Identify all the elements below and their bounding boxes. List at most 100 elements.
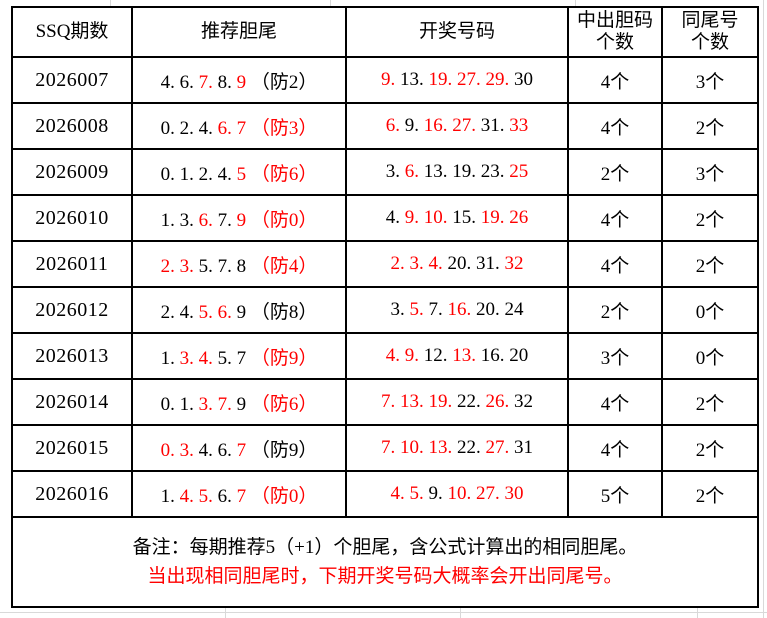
- tail-cell[interactable]: 0. 2. 4. 6. 7 （防3）: [131, 102, 347, 150]
- tail-cell[interactable]: 0. 1. 2. 4. 5 （防6）: [131, 148, 347, 196]
- numbers-cell[interactable]: 2. 3. 4. 20. 31. 32: [345, 240, 569, 288]
- tail-cell[interactable]: 0. 3. 4. 6. 7 （防9）: [131, 424, 347, 472]
- column-header-line: 开奖号码: [418, 21, 495, 42]
- number-segment: 5. 7: [217, 347, 251, 369]
- number-segment: 5. 7. 8: [198, 255, 251, 277]
- column-header-line: 同尾号: [681, 10, 739, 31]
- numbers-cell[interactable]: 7. 10. 13. 22. 27. 31: [345, 424, 569, 472]
- same-tail-count-cell[interactable]: 2个: [661, 240, 759, 288]
- prediction-table: SSQ期数 推荐胆尾 开奖号码 中出胆码 个数 同尾号 个数 2026007 4. 6. 7.…: [11, 6, 759, 608]
- column-header[interactable]: 中出胆码 个数: [567, 6, 663, 58]
- number-segment: （防6）: [250, 393, 318, 415]
- tail-cell[interactable]: 2. 3. 5. 7. 8 （防4）: [131, 240, 347, 288]
- numbers-cell[interactable]: 7. 13. 19. 22. 26. 32: [345, 378, 569, 426]
- table-row: 2026012 2. 4. 5. 6. 9 （防8） 3. 5. 7. 16. 20…: [11, 286, 759, 334]
- numbers-cell[interactable]: 4. 5. 9. 10. 27. 30: [345, 470, 569, 518]
- note-cell[interactable]: 备注：每期推荐5（+1）个胆尾，含公式计算出的相同胆尾。 当出现相同胆尾时，下期…: [11, 516, 759, 608]
- number-segment: 15.: [452, 207, 481, 228]
- tail-cell[interactable]: 0. 1. 3. 7. 9 （防6）: [131, 378, 347, 426]
- header-row: SSQ期数 推荐胆尾 开奖号码 中出胆码 个数 同尾号 个数: [11, 6, 759, 58]
- column-header[interactable]: 开奖号码: [345, 6, 569, 58]
- number-segment: 9.: [404, 115, 424, 136]
- same-tail-count-cell[interactable]: 2个: [661, 378, 759, 426]
- number-segment: 9. 10.: [404, 207, 453, 228]
- tail-cell[interactable]: 4. 6. 7. 8. 9 （防2）: [131, 56, 347, 104]
- period-cell[interactable]: 2026012: [11, 286, 133, 334]
- number-segment: 4. 6.: [198, 439, 237, 461]
- period-cell[interactable]: 2026014: [11, 378, 133, 426]
- same-tail-count-cell[interactable]: 3个: [661, 56, 759, 104]
- hit-count-cell[interactable]: 4个: [567, 424, 663, 472]
- hit-count-cell[interactable]: 4个: [567, 240, 663, 288]
- number-segment: 1.: [160, 485, 180, 507]
- same-tail-count-cell[interactable]: 2个: [661, 102, 759, 150]
- number-segment: （防9）: [250, 347, 318, 369]
- hit-count-cell[interactable]: 4个: [567, 56, 663, 104]
- period-cell[interactable]: 2026011: [11, 240, 133, 288]
- number-segment: 2. 3.: [160, 255, 199, 277]
- numbers-cell[interactable]: 4. 9. 12. 13. 16. 20: [345, 332, 569, 380]
- hit-count-cell[interactable]: 2个: [567, 286, 663, 334]
- number-segment: 30: [514, 69, 533, 90]
- numbers-cell[interactable]: 9. 13. 19. 27. 29. 30: [345, 56, 569, 104]
- period-cell[interactable]: 2026010: [11, 194, 133, 242]
- number-segment: 0. 1.: [160, 393, 199, 415]
- column-header[interactable]: 同尾号 个数: [661, 6, 759, 58]
- tail-cell[interactable]: 2. 4. 5. 6. 9 （防8）: [131, 286, 347, 334]
- numbers-cell[interactable]: 3. 5. 7. 16. 20. 24: [345, 286, 569, 334]
- number-segment: 25: [509, 161, 529, 182]
- column-header-line: SSQ期数: [35, 21, 109, 42]
- gridline: [0, 612, 767, 613]
- tail-cell[interactable]: 1. 3. 4. 5. 7 （防9）: [131, 332, 347, 380]
- same-tail-count-cell[interactable]: 3个: [661, 148, 759, 196]
- hit-count-cell[interactable]: 4个: [567, 378, 663, 426]
- number-segment: 4. 9.: [385, 345, 424, 366]
- number-segment: （防9）: [250, 439, 318, 461]
- same-tail-count-cell[interactable]: 0个: [661, 286, 759, 334]
- numbers-cell[interactable]: 6. 9. 16. 27. 31. 33: [345, 102, 569, 150]
- hit-count-cell[interactable]: 4个: [567, 102, 663, 150]
- number-segment: （防6）: [250, 163, 318, 185]
- number-segment: 6. 7: [217, 117, 251, 139]
- numbers-cell[interactable]: 4. 9. 10. 15. 19. 26: [345, 194, 569, 242]
- table-row: 2026014 0. 1. 3. 7. 9 （防6） 7. 13. 19. 22. …: [11, 378, 759, 426]
- gridline: [110, 0, 111, 6]
- number-segment: 16.: [447, 299, 476, 320]
- column-header[interactable]: SSQ期数: [11, 6, 133, 58]
- tail-cell[interactable]: 1. 4. 5. 6. 7 （防0）: [131, 470, 347, 518]
- number-segment: 9: [236, 71, 251, 93]
- hit-count-cell[interactable]: 2个: [567, 148, 663, 196]
- number-segment: 7.: [217, 209, 237, 231]
- number-segment: 20. 24: [476, 299, 524, 320]
- number-segment: 3.: [385, 161, 405, 182]
- same-tail-count-cell[interactable]: 2个: [661, 194, 759, 242]
- number-segment: 2. 3. 4.: [390, 253, 448, 274]
- same-tail-count-cell[interactable]: 2个: [661, 470, 759, 518]
- number-segment: 22.: [457, 391, 486, 412]
- table-row: 2026016 1. 4. 5. 6. 7 （防0） 4. 5. 9. 10. 27…: [11, 470, 759, 518]
- column-header[interactable]: 推荐胆尾: [131, 6, 347, 58]
- period-cell[interactable]: 2026015: [11, 424, 133, 472]
- same-tail-count-cell[interactable]: 2个: [661, 424, 759, 472]
- same-tail-count-cell[interactable]: 0个: [661, 332, 759, 380]
- period-cell[interactable]: 2026009: [11, 148, 133, 196]
- hit-count-cell[interactable]: 4个: [567, 194, 663, 242]
- period-cell[interactable]: 2026007: [11, 56, 133, 104]
- number-segment: 4. 5.: [179, 485, 218, 507]
- number-segment: （防0）: [250, 209, 318, 231]
- number-segment: 6.: [198, 209, 218, 231]
- number-segment: 16. 20: [480, 345, 529, 366]
- numbers-cell[interactable]: 3. 6. 13. 19. 23. 25: [345, 148, 569, 196]
- number-segment: 9.: [428, 483, 448, 504]
- period-cell[interactable]: 2026008: [11, 102, 133, 150]
- number-segment: 6.: [385, 115, 405, 136]
- tail-cell[interactable]: 1. 3. 6. 7. 9 （防0）: [131, 194, 347, 242]
- number-segment: 2. 4.: [160, 301, 199, 323]
- hit-count-cell[interactable]: 3个: [567, 332, 663, 380]
- number-segment: 7.: [428, 299, 448, 320]
- period-cell[interactable]: 2026016: [11, 470, 133, 518]
- column-header-line: 推荐胆尾: [200, 21, 277, 42]
- period-cell[interactable]: 2026013: [11, 332, 133, 380]
- hit-count-cell[interactable]: 5个: [567, 470, 663, 518]
- number-segment: 13. 19. 23.: [423, 161, 510, 182]
